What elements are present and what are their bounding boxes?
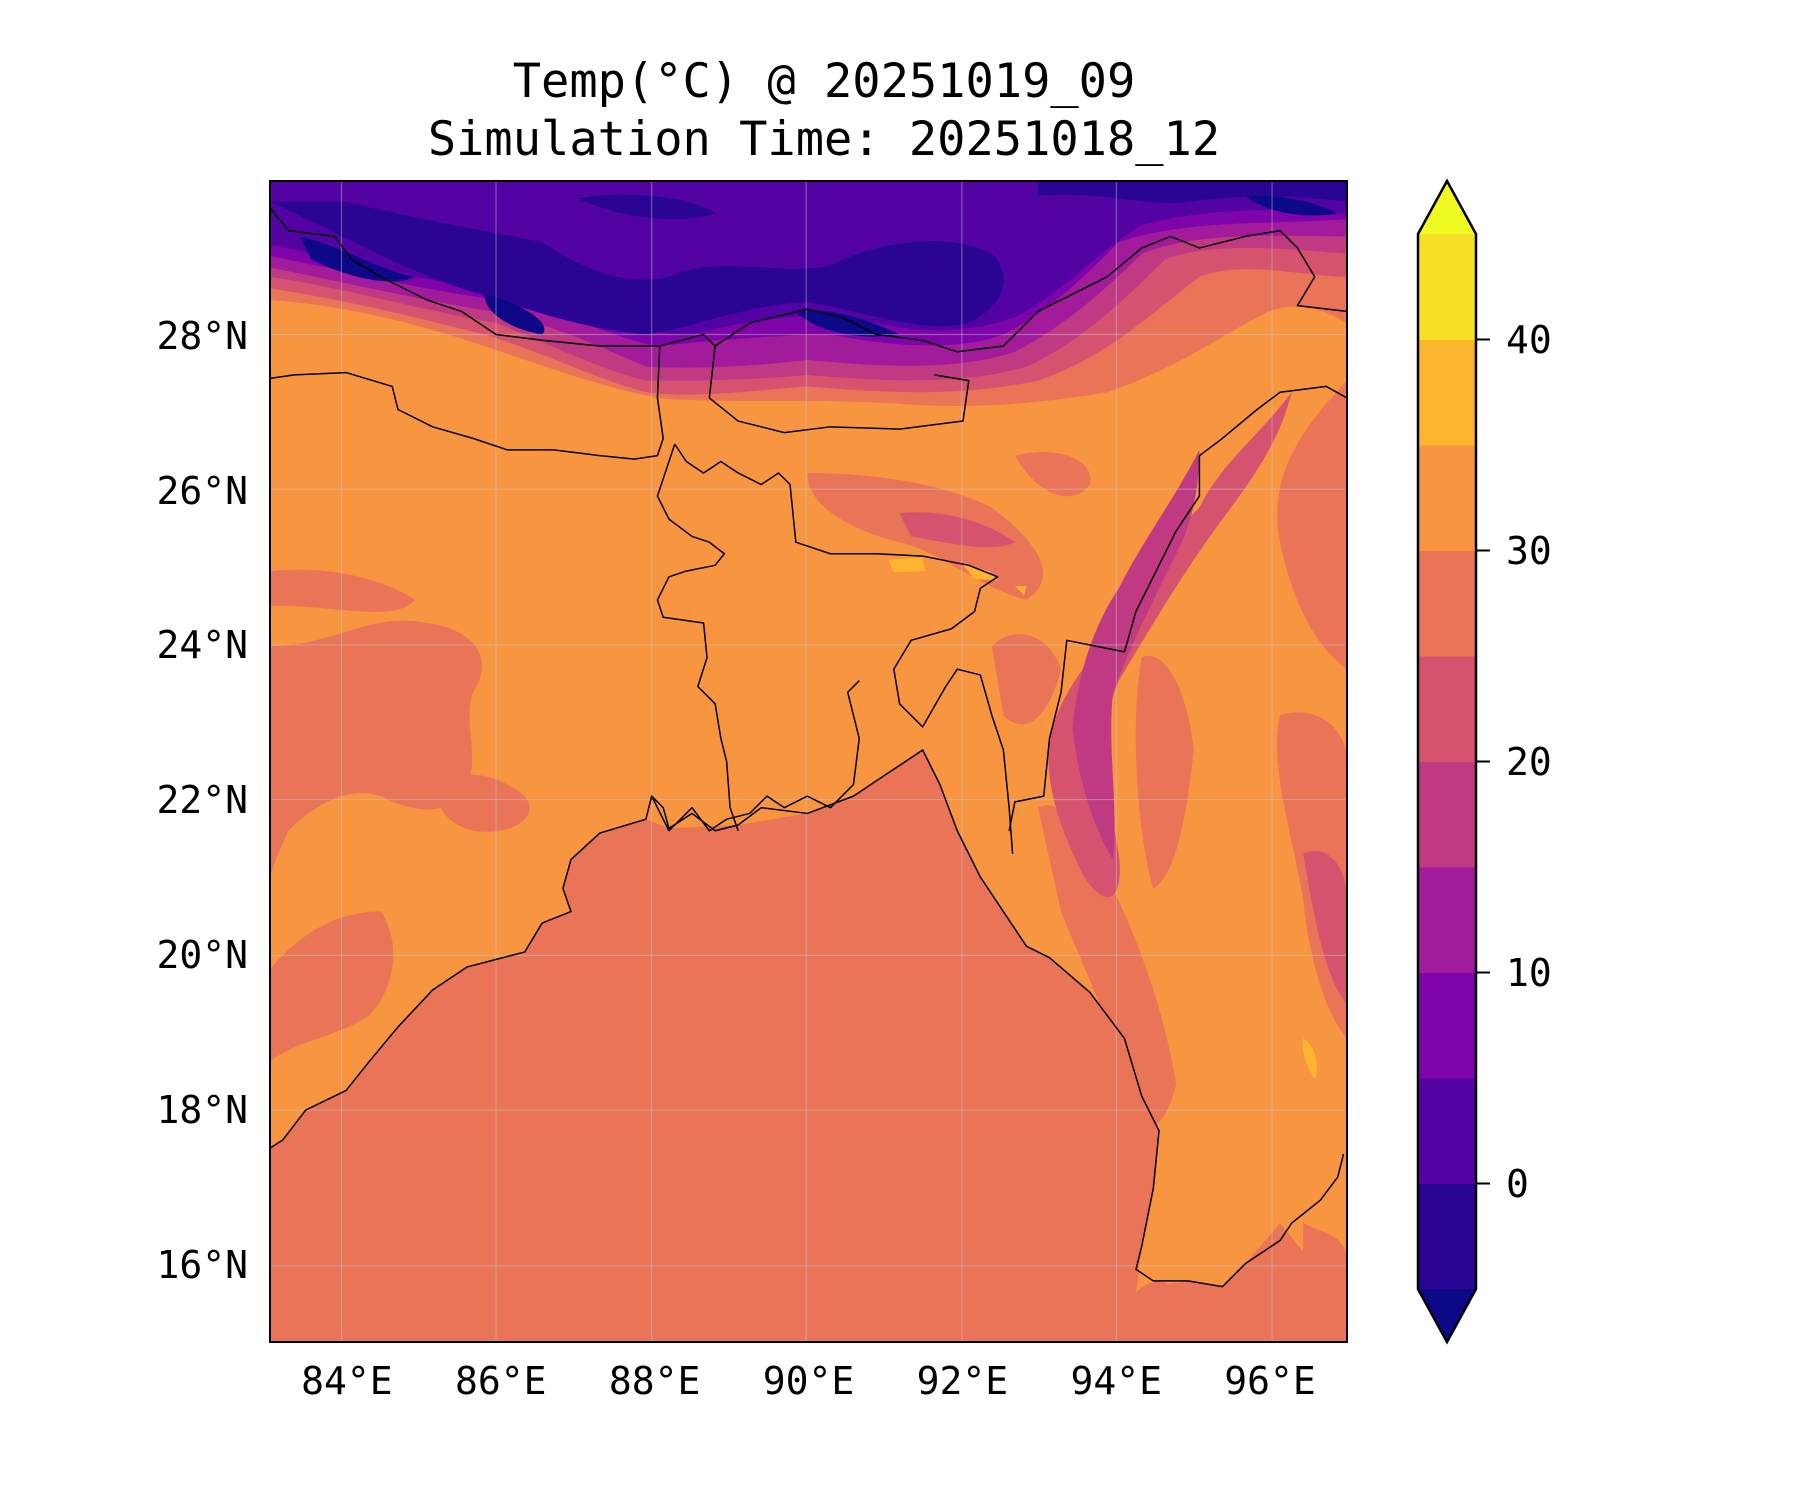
nepal-north-border [270,207,970,434]
lat-tick-label: 22°N [156,778,248,823]
colorbar-segment [1418,656,1476,762]
land-warm-patches [888,557,1317,1079]
band-below-0 [270,181,1347,335]
lat-tick-label: 16°N [156,1242,248,1287]
hills-band [899,392,1347,1004]
colorbar-segment [1418,972,1476,1079]
colorbar-segment [1418,867,1476,973]
chart-title-line1: Temp(°C) @ 20251019_09 [512,54,1136,109]
land-area [270,181,1347,1293]
colorbar-segment [1418,761,1476,868]
colorbar-tick-label: 10 [1506,950,1552,995]
lat-tick-label: 24°N [156,623,248,668]
india-myanmar-border [1008,385,1347,831]
lon-tick-label: 84°E [301,1359,393,1403]
gridlines [270,181,1347,1342]
colorbar-over-extension [1418,181,1476,234]
band-under [299,195,1338,337]
lat-tick-label: 18°N [156,1087,248,1132]
colorbar-segment [1418,234,1476,340]
colorbar-tick-label: 30 [1506,528,1552,573]
lon-tick-label: 86°E [455,1359,547,1403]
colorbar-tick-label: 20 [1506,739,1552,784]
lon-tick-label: 90°E [762,1359,855,1403]
chart-title-line2: Simulation Time: 20251018_12 [427,112,1221,167]
colorbar-under-extension [1418,1289,1476,1342]
land-cooler-patches [270,380,1347,1293]
temperature-map [270,181,1347,1342]
bangladesh-west-border [656,443,739,831]
colorbar-segment [1418,1078,1476,1184]
bangladesh-border [674,443,1014,854]
lat-tick-label: 26°N [156,468,248,513]
lon-tick-label: 94°E [1070,1359,1162,1403]
lon-tick-label: 92°E [916,1359,1009,1403]
coastline [270,749,1345,1288]
colorbar-segment [1418,550,1476,657]
colorbar-tick-label: 40 [1506,317,1552,362]
colorbar [1416,178,1490,1345]
nepal-south-border [270,345,664,460]
colorbar-segment [1418,339,1476,446]
lat-tick-label: 28°N [156,313,248,358]
colorbar-outline [1416,178,1478,1345]
colorbar-segment [1418,445,1476,551]
sundarbans-coast [651,680,860,832]
lon-tick-label: 88°E [608,1359,701,1403]
lon-tick-label: 96°E [1224,1359,1316,1403]
colorbar-segment [1418,1183,1476,1290]
lat-tick-label: 20°N [156,933,248,977]
colorbar-tick-label: 0 [1506,1161,1529,1206]
tibet-border [714,229,1347,353]
